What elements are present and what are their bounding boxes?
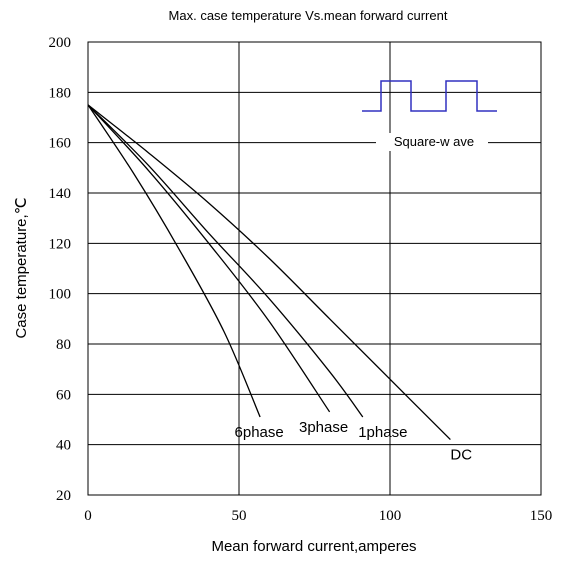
y-tick-label: 120 (49, 236, 72, 252)
y-tick-label: 80 (56, 337, 71, 353)
y-tick-label: 160 (49, 136, 72, 152)
series-label-6phase: 6phase (235, 424, 284, 441)
grid-lines (88, 42, 541, 495)
series-label-dc: DC (450, 447, 472, 464)
x-tick-label: 0 (84, 508, 92, 524)
y-tick-label: 200 (49, 35, 72, 51)
y-tick-label: 180 (49, 85, 72, 101)
square-wave-inset: Square-w ave (362, 80, 497, 151)
chart-title: Max. case temperature Vs.mean forward cu… (169, 8, 448, 23)
curve-6phase (87, 104, 261, 418)
series-label-1phase: 1phase (358, 424, 407, 441)
curve-3phase (87, 104, 331, 413)
plot-area-border (87, 41, 542, 496)
square-wave-line (362, 80, 497, 112)
y-tick-label: 140 (49, 186, 72, 202)
x-axis-label: Mean forward current,amperes (211, 538, 416, 555)
x-tick-label: 100 (379, 508, 402, 524)
y-tick-label: 60 (56, 387, 71, 403)
tick-labels: 20 40 60 80 100 120 140 160 180 200 0 50 100 150 (49, 35, 553, 524)
series-label-3phase: 3phase (299, 419, 348, 436)
y-tick-label: 100 (49, 287, 72, 303)
curve-1phase (87, 104, 364, 418)
x-tick-label: 150 (530, 508, 553, 524)
y-axis-label: Case temperature,℃ (13, 197, 30, 338)
square-wave-label: Square-w ave (394, 134, 474, 149)
curve-dc (87, 104, 451, 441)
series-curves: DC 1phase 3phase 6phase (87, 104, 472, 464)
y-tick-label: 20 (56, 488, 71, 504)
square-wave-label-bg (376, 133, 488, 151)
x-tick-label: 50 (232, 508, 247, 524)
y-tick-label: 40 (56, 438, 71, 454)
